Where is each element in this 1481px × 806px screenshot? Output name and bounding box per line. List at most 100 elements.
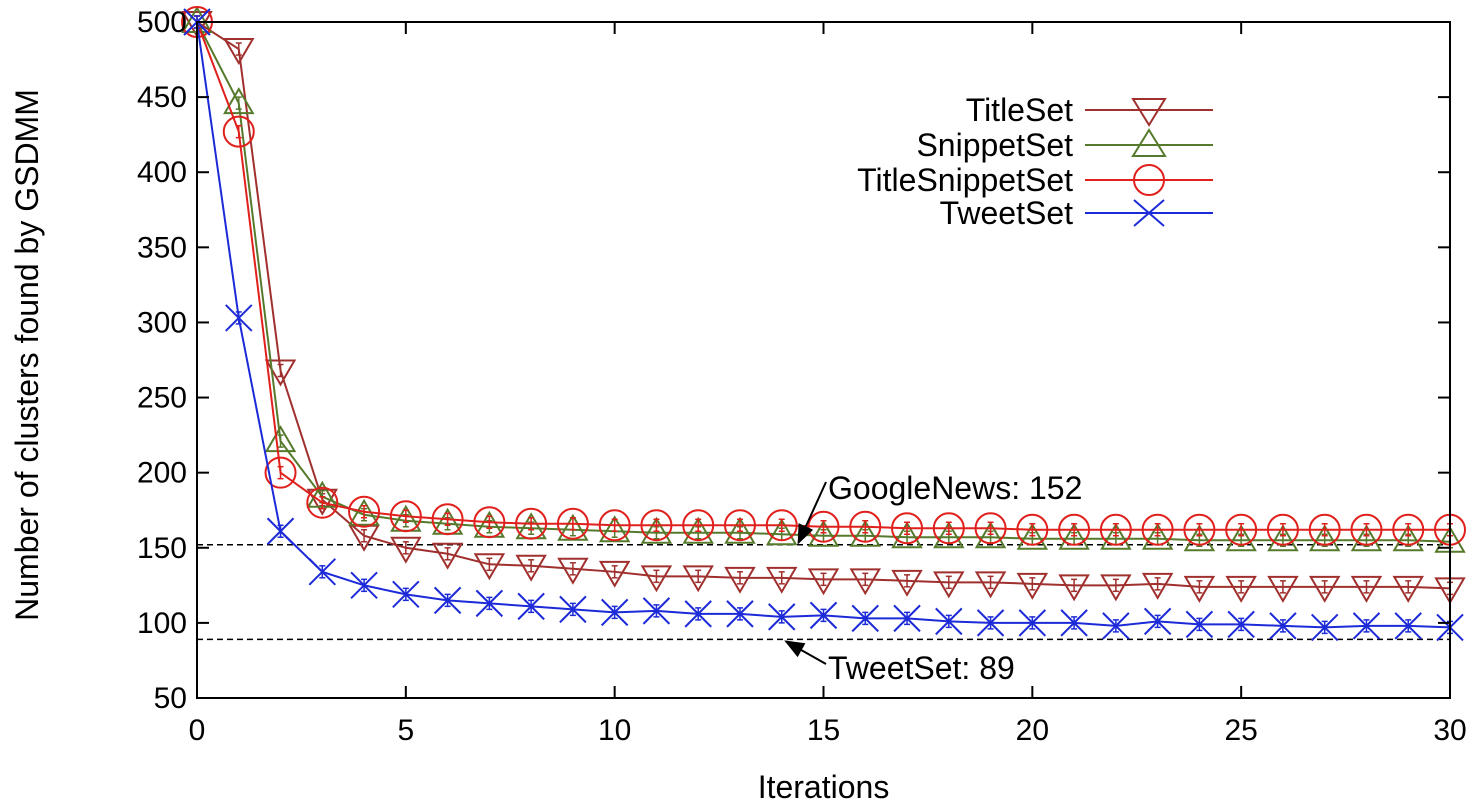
series-SnippetSet — [181, 6, 1466, 553]
data-point — [640, 565, 673, 593]
marker-shape — [933, 521, 965, 549]
data-point — [306, 486, 339, 519]
data-point — [1350, 575, 1383, 603]
marker-shape — [1266, 513, 1299, 546]
marker-shape — [724, 516, 756, 544]
series-line — [196, 21, 1450, 531]
data-point — [891, 569, 923, 597]
x-tick-label: 0 — [189, 714, 206, 747]
data-point — [1225, 513, 1258, 546]
data-point — [473, 553, 506, 581]
marker-shape — [1141, 572, 1174, 600]
data-point — [1183, 513, 1216, 546]
annotation-label: GoogleNews: 152 — [828, 470, 1082, 506]
marker-shape — [849, 519, 882, 547]
data-point — [350, 571, 378, 600]
marker-shape — [1058, 513, 1091, 546]
marker-shape — [1016, 522, 1049, 550]
data-point — [932, 512, 965, 545]
data-point — [1392, 575, 1424, 603]
marker-shape — [1183, 513, 1216, 546]
marker-shape — [724, 566, 756, 594]
data-point — [1350, 513, 1383, 546]
marker-shape — [933, 571, 965, 599]
marker-shape — [223, 87, 255, 115]
data-point — [851, 604, 879, 633]
data-point — [1308, 513, 1341, 546]
legend-item: TitleSet — [966, 92, 1213, 128]
data-point — [807, 568, 840, 596]
marker-shape — [181, 11, 213, 38]
marker-shape — [849, 510, 882, 543]
marker-shape — [1131, 98, 1167, 127]
data-point — [974, 512, 1007, 545]
marker-shape — [1350, 524, 1383, 552]
data-point — [809, 601, 838, 630]
marker-shape — [1267, 575, 1299, 603]
x-tick-label: 10 — [598, 714, 631, 747]
data-point — [1016, 513, 1049, 546]
marker-shape — [640, 516, 673, 544]
marker-shape — [431, 503, 464, 536]
data-point — [893, 604, 921, 633]
data-point — [264, 456, 297, 489]
annotation-googlenews: GoogleNews: 152 — [797, 470, 1082, 545]
data-point — [389, 500, 422, 533]
data-point — [598, 509, 631, 542]
data-point — [1060, 609, 1088, 637]
data-point — [264, 425, 297, 453]
data-point — [1392, 513, 1425, 546]
marker-shape — [1267, 524, 1299, 552]
data-point — [1269, 612, 1297, 640]
data-point — [1394, 612, 1422, 640]
marker-shape — [1308, 575, 1341, 603]
marker-shape — [1016, 572, 1049, 600]
marker-shape — [849, 568, 882, 596]
legend-marker — [1131, 128, 1167, 157]
marker-shape — [640, 565, 673, 593]
data-point — [682, 509, 715, 542]
y-tick-label: 350 — [137, 231, 187, 264]
data-point — [724, 566, 756, 594]
data-point — [1102, 612, 1130, 640]
marker-shape — [1183, 575, 1216, 603]
legend-item: TitleSnippetSet — [857, 162, 1213, 198]
data-point — [849, 568, 882, 596]
marker-shape — [1392, 575, 1424, 603]
axis-ticks: 50 100 150 200 250 300 350 400 450 500 0 5 10 15 20 25 3… — [137, 6, 1467, 747]
marker-shape — [598, 509, 631, 542]
data-point — [935, 607, 963, 636]
annotation-tweetset: TweetSet: 89 — [784, 640, 1015, 686]
data-point — [933, 571, 965, 599]
data-point — [1185, 610, 1214, 639]
data-point — [1016, 572, 1049, 600]
y-tick-label: 200 — [137, 457, 187, 490]
marker-shape — [974, 571, 1007, 599]
marker-shape — [1225, 513, 1258, 546]
marker-shape — [723, 509, 756, 542]
marker-shape — [682, 565, 714, 593]
data-point — [433, 586, 462, 615]
marker-shape — [1308, 513, 1341, 546]
marker-shape — [1133, 199, 1165, 227]
marker-shape — [1058, 522, 1090, 550]
marker-shape — [1141, 513, 1174, 546]
marker-shape — [264, 425, 297, 453]
marker-shape — [1392, 524, 1424, 552]
marker-shape — [557, 557, 589, 585]
data-point — [642, 597, 671, 625]
data-point — [559, 595, 587, 624]
y-tick-label: 400 — [137, 156, 187, 189]
marker-shape — [1225, 524, 1257, 552]
data-point — [1310, 613, 1339, 642]
data-point — [431, 542, 464, 570]
data-point — [1100, 574, 1132, 602]
y-axis-title: Number of clusters found by GSDMM — [9, 89, 45, 621]
legend-label: SnippetSet — [916, 127, 1073, 163]
marker-shape — [1016, 513, 1049, 546]
data-point — [1267, 575, 1299, 603]
data-point — [1141, 572, 1174, 600]
data-point — [1308, 575, 1341, 603]
series-TitleSnippetSet — [181, 6, 1466, 546]
marker-shape — [557, 513, 589, 541]
